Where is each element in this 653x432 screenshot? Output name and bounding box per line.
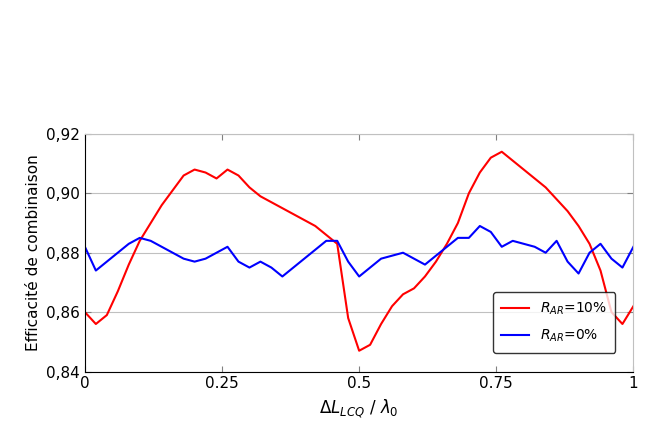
$R_{AR}$=0% xyxy=(202,256,210,261)
$R_{AR}$=10% xyxy=(618,321,626,327)
$R_{AR}$=10% xyxy=(355,348,363,353)
$R_{AR}$=0% xyxy=(498,244,505,249)
$R_{AR}$=0% xyxy=(246,265,253,270)
$R_{AR}$=10% xyxy=(498,149,505,154)
$R_{AR}$=10% xyxy=(487,155,495,160)
$R_{AR}$=0% xyxy=(618,265,626,270)
$R_{AR}$=0% xyxy=(257,259,264,264)
$R_{AR}$=10% xyxy=(81,309,89,314)
Line: $R_{AR}$=0%: $R_{AR}$=0% xyxy=(85,226,633,276)
$R_{AR}$=10% xyxy=(454,220,462,226)
Legend: $R_{AR}$=10%, $R_{AR}$=0%: $R_{AR}$=10%, $R_{AR}$=0% xyxy=(493,292,616,353)
$R_{AR}$=10% xyxy=(629,304,637,309)
X-axis label: $\Delta L_{LCQ}$ / $\lambda_0$: $\Delta L_{LCQ}$ / $\lambda_0$ xyxy=(319,397,399,419)
$R_{AR}$=0% xyxy=(454,235,462,241)
$R_{AR}$=0% xyxy=(629,244,637,249)
Y-axis label: Efficacité de combinaison: Efficacité de combinaison xyxy=(25,154,40,351)
$R_{AR}$=10% xyxy=(202,170,210,175)
$R_{AR}$=10% xyxy=(257,194,264,199)
$R_{AR}$=0% xyxy=(81,244,89,249)
$R_{AR}$=10% xyxy=(246,185,253,190)
$R_{AR}$=0% xyxy=(476,223,484,229)
Line: $R_{AR}$=10%: $R_{AR}$=10% xyxy=(85,152,633,351)
$R_{AR}$=0% xyxy=(278,274,286,279)
